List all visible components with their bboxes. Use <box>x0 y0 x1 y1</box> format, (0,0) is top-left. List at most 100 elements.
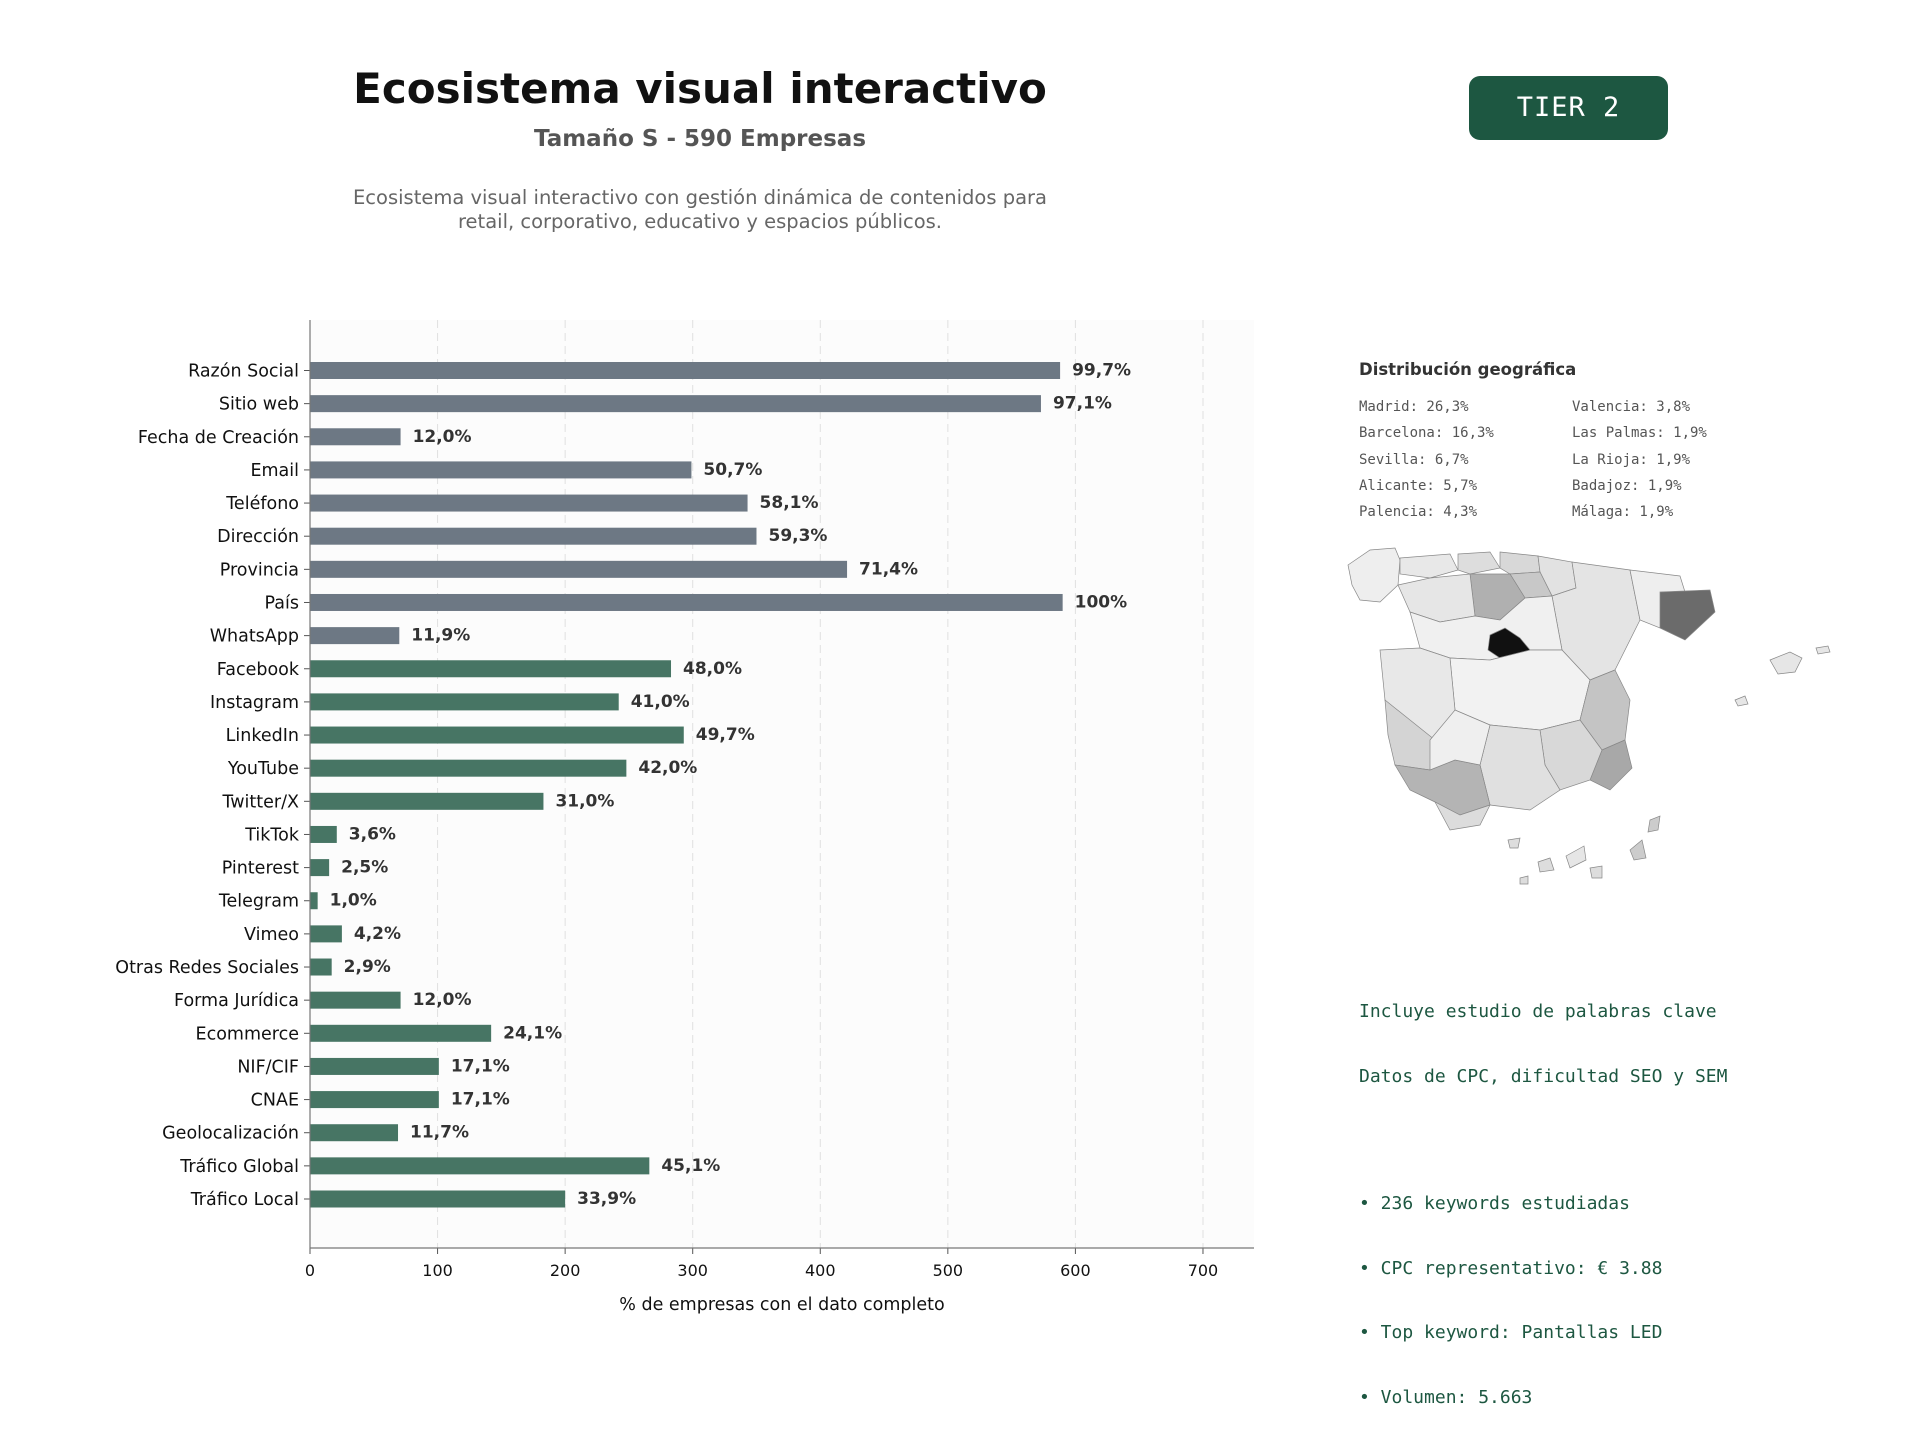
x-tick-label: 500 <box>933 1261 964 1280</box>
bar <box>310 560 848 578</box>
category-label: Telegram <box>218 892 299 912</box>
keywords-panel: Incluye estudio de palabras clave Datos … <box>1359 958 1727 1430</box>
bar <box>310 1024 492 1042</box>
category-label: Twitter/X <box>221 792 299 812</box>
data-label: 3,6% <box>349 824 396 844</box>
data-label: 58,1% <box>760 493 819 513</box>
geo-item: Badajoz: 1,9% <box>1572 477 1682 494</box>
category-label: CNAE <box>251 1091 299 1111</box>
x-tick-label: 700 <box>1188 1261 1219 1280</box>
bar <box>310 1124 399 1142</box>
map-region-barcelona <box>1659 589 1716 641</box>
geo-item: Madrid: 26,3% <box>1359 399 1469 415</box>
map-region-leon <box>1397 573 1476 623</box>
data-label: 11,9% <box>411 626 470 646</box>
geo-item: Las Palmas: 1,9% <box>1572 425 1707 442</box>
category-label: Fecha de Creación <box>138 428 299 448</box>
data-label: 12,0% <box>413 427 472 447</box>
data-label: 99,7% <box>1072 361 1131 381</box>
data-label: 71,4% <box>859 559 918 579</box>
map-region-cantabria <box>1457 551 1501 575</box>
category-label: Email <box>250 461 299 481</box>
description-line-1: Ecosistema visual interactivo con gestió… <box>352 186 1048 209</box>
tier-badge: TIER 2 <box>1469 76 1668 140</box>
data-label: 50,7% <box>703 460 762 480</box>
category-label: Teléfono <box>225 494 299 514</box>
bar <box>310 925 342 943</box>
page-description: Ecosistema visual interactivo con gestió… <box>300 186 1100 234</box>
bar <box>310 660 672 678</box>
category-label: LinkedIn <box>226 726 299 746</box>
keywords-line-1: Incluye estudio de palabras clave <box>1359 1001 1717 1022</box>
bar <box>310 759 627 777</box>
data-label: 2,5% <box>341 858 388 878</box>
geo-item: Barcelona: 16,3% <box>1359 425 1494 442</box>
map-region-canarias-4 <box>1589 865 1603 879</box>
bar-chart: 0 100 200 300 400 500 600 700 Razón Social 99,7% S… <box>115 320 1254 1315</box>
keyword-bullet: • 236 keywords estudiadas <box>1359 1193 1630 1214</box>
category-label: Geolocalización <box>162 1124 299 1144</box>
data-label: 1,0% <box>330 891 377 911</box>
bar <box>310 825 337 843</box>
bar <box>310 494 748 512</box>
map-region-malaga <box>1434 801 1491 831</box>
bar <box>310 726 684 744</box>
data-label: 97,1% <box>1053 394 1112 414</box>
data-label: 49,7% <box>696 725 755 745</box>
bar <box>310 1057 439 1075</box>
data-label: 4,2% <box>354 924 401 944</box>
data-label: 24,1% <box>503 1023 562 1043</box>
x-tick-label: 200 <box>550 1261 581 1280</box>
x-tick-label: 300 <box>677 1261 708 1280</box>
data-label: 31,0% <box>555 791 614 811</box>
map-region-canarias-7 <box>1519 875 1529 885</box>
bar <box>310 627 400 645</box>
category-label: Pinterest <box>222 859 299 879</box>
data-label: 42,0% <box>638 758 697 778</box>
category-label: Ecommerce <box>196 1024 299 1044</box>
category-label: Vimeo <box>244 925 299 945</box>
bar <box>310 991 401 1009</box>
data-label: 12,0% <box>413 990 472 1010</box>
category-label: Otras Redes Sociales <box>115 958 299 978</box>
map-region-canarias-6 <box>1647 815 1661 833</box>
data-label: 59,3% <box>768 526 827 546</box>
category-label: Instagram <box>210 693 299 713</box>
category-label: NIF/CIF <box>237 1057 299 1077</box>
category-label: YouTube <box>227 759 299 779</box>
category-label: Forma Jurídica <box>174 991 299 1011</box>
geo-item: Sevilla: 6,7% <box>1359 451 1469 468</box>
map-region-basque <box>1499 551 1541 575</box>
map-region-canarias-3 <box>1565 845 1587 869</box>
bar <box>310 792 544 810</box>
bar <box>310 461 692 479</box>
map-region-mallorca <box>1769 651 1803 675</box>
category-label: TikTok <box>244 825 300 845</box>
bar <box>310 1157 650 1175</box>
bar <box>310 958 332 976</box>
map-region-canarias-1 <box>1507 837 1521 849</box>
bar <box>310 593 1063 611</box>
geo-item: Alicante: 5,7% <box>1359 477 1478 494</box>
category-label: Tráfico Local <box>190 1190 299 1210</box>
geo-title: Distribución geográfica <box>1359 360 1577 379</box>
category-label: Provincia <box>220 560 299 580</box>
x-tick-label: 400 <box>805 1261 836 1280</box>
bar <box>310 362 1061 379</box>
map-region-galicia <box>1347 547 1401 603</box>
map-region-canarias-2 <box>1537 857 1555 873</box>
map-region-asturias <box>1399 553 1459 579</box>
category-label: Tráfico Global <box>179 1157 299 1177</box>
data-label: 33,9% <box>577 1189 636 1209</box>
category-label: Sitio web <box>219 395 299 415</box>
category-label: Facebook <box>217 660 300 680</box>
map-region-menorca <box>1815 645 1831 655</box>
bar <box>310 395 1041 413</box>
bar <box>310 859 330 877</box>
keywords-line-2: Datos de CPC, dificultad SEO y SEM <box>1359 1065 1728 1087</box>
x-tick-label: 600 <box>1060 1261 1091 1280</box>
bar <box>310 892 318 910</box>
page-title: Ecosistema visual interactivo <box>353 64 1047 113</box>
bar <box>310 428 401 446</box>
geo-item: Valencia: 3,8% <box>1572 399 1691 415</box>
